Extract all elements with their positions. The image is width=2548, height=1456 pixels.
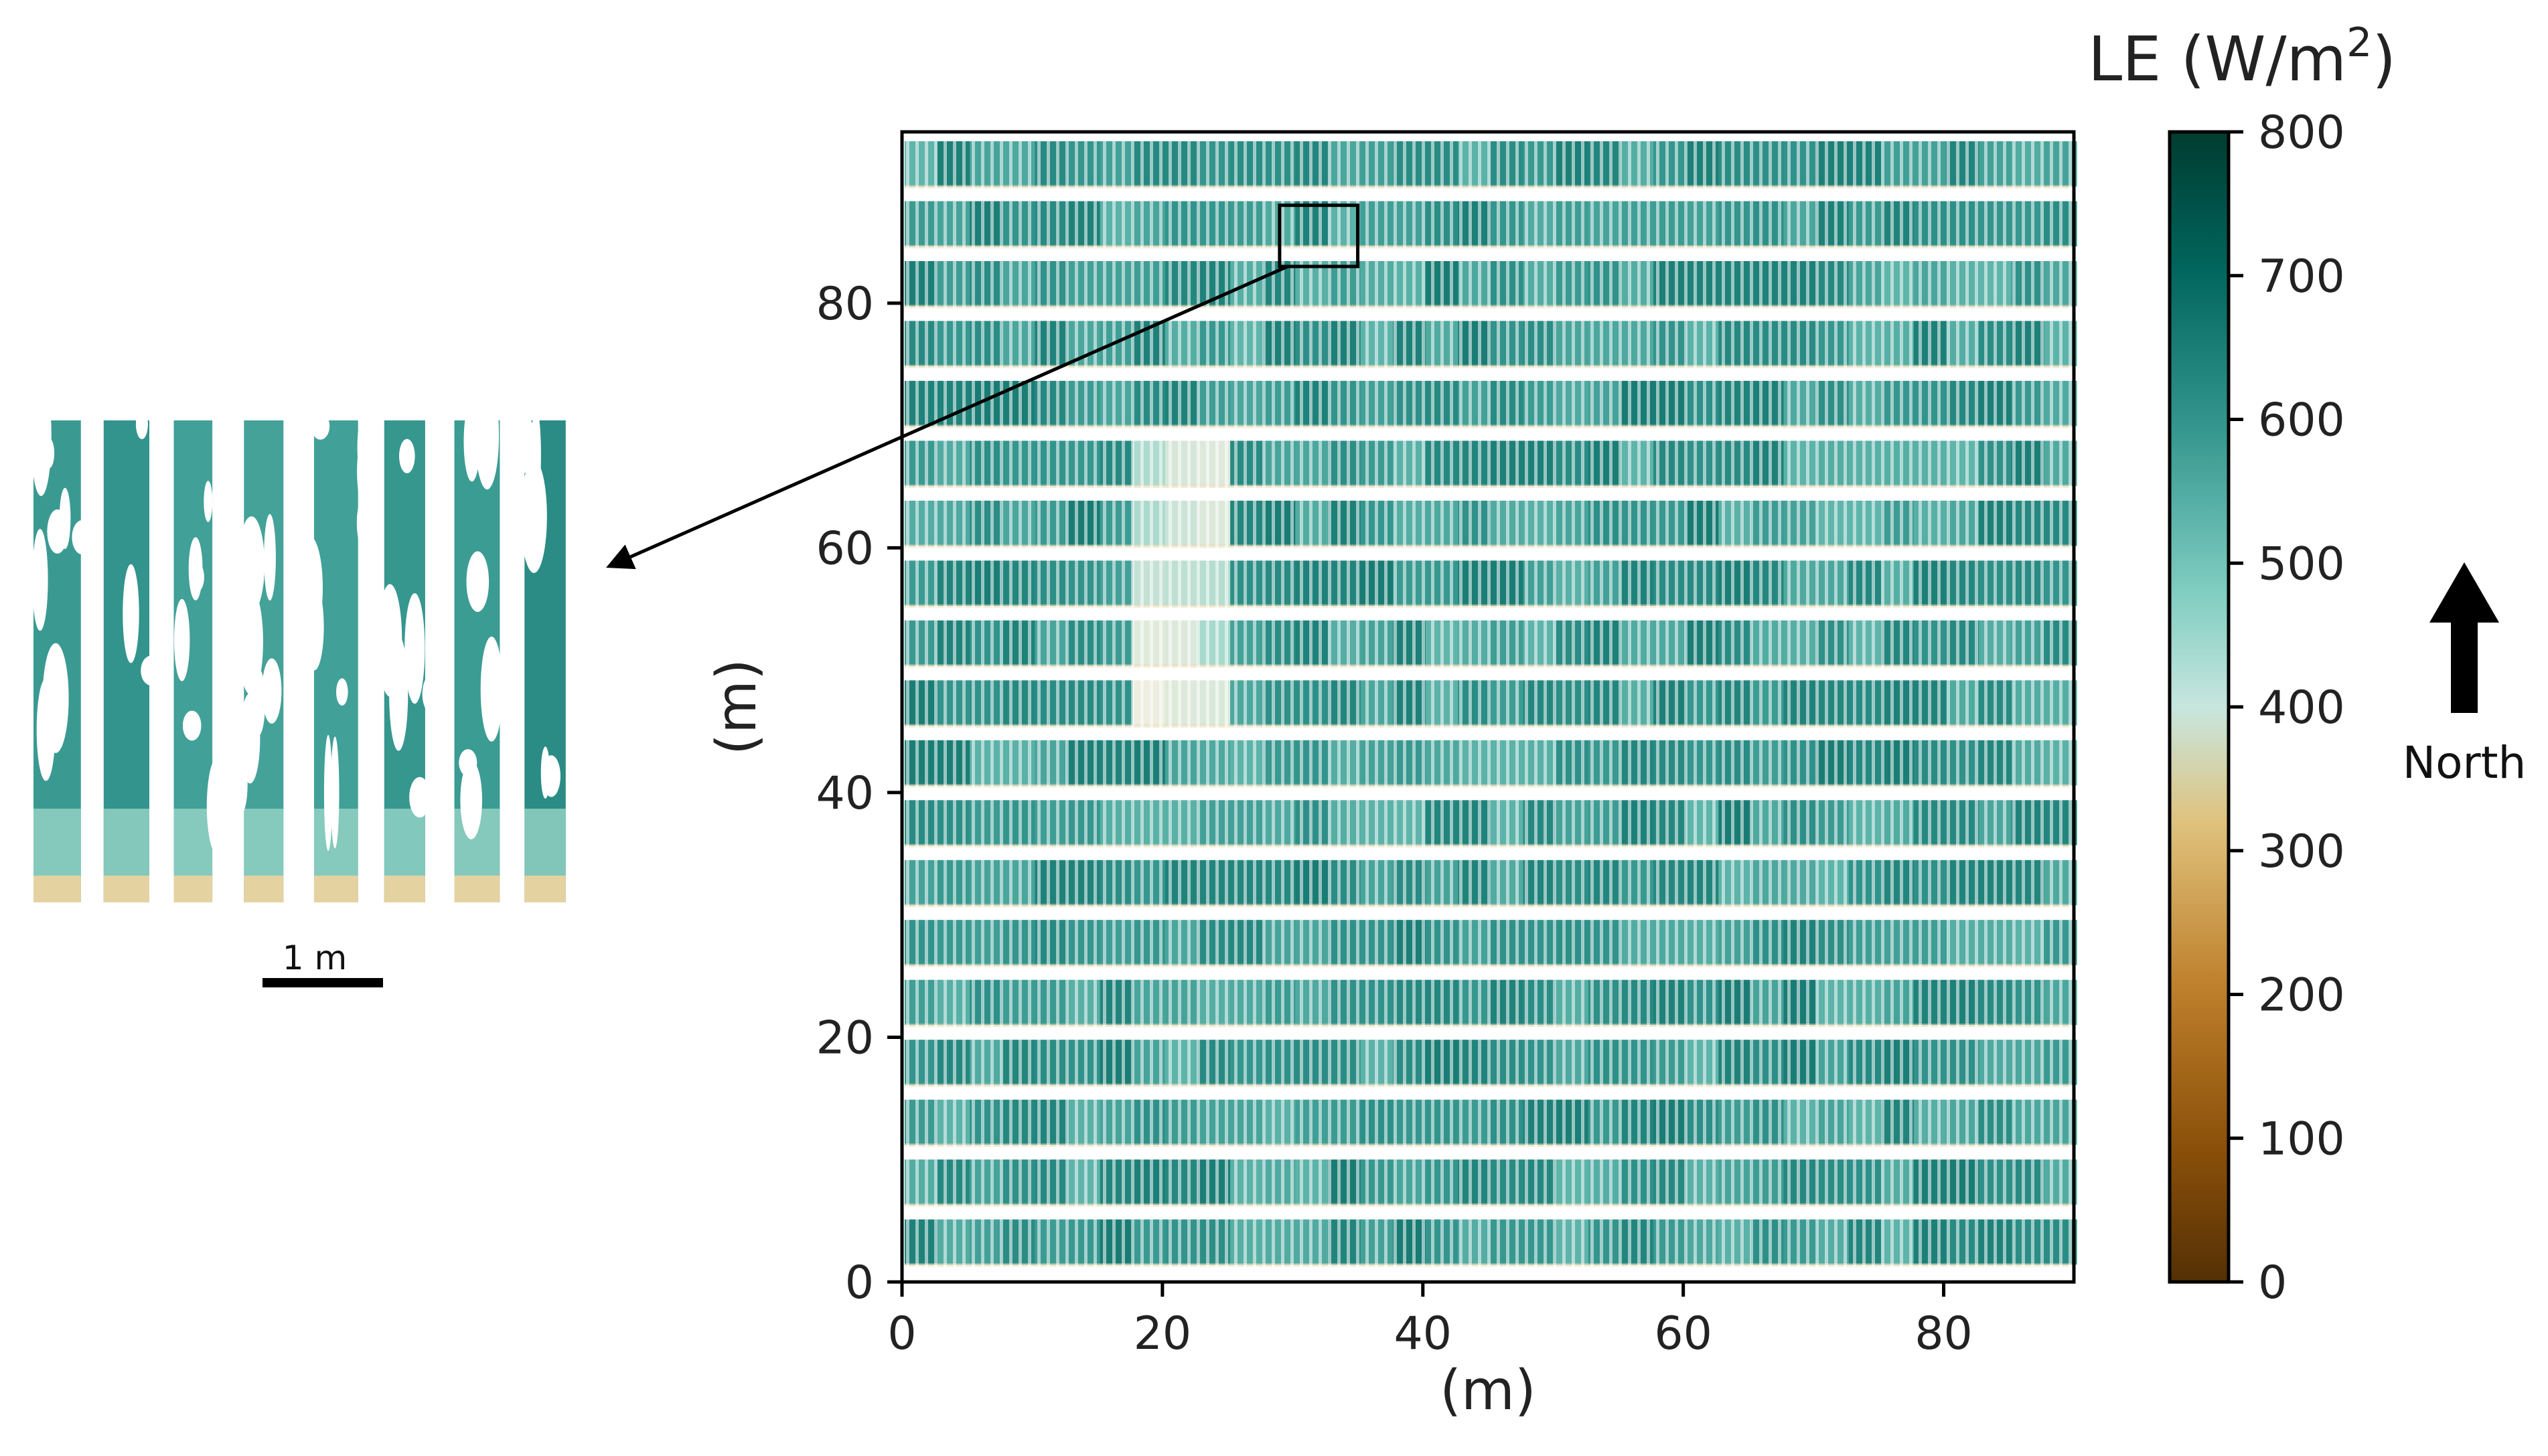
inset-crop-row-edge (33, 876, 81, 902)
inset-gap (460, 760, 482, 839)
inset-gap (204, 481, 213, 522)
inset-gap (153, 526, 173, 632)
inset-gap (295, 659, 310, 766)
inset-gap (336, 678, 348, 706)
x-tick-label: 80 (1915, 1307, 1973, 1360)
plot-frame (900, 130, 2076, 1284)
inset-gap (423, 684, 443, 712)
inset-gap (32, 529, 48, 631)
colorbar-title: LE (W/m2) (2088, 19, 2396, 95)
y-tick-label: 20 (816, 1012, 874, 1064)
colorbar-tick-label: 200 (2258, 969, 2345, 1022)
inset-gap (311, 412, 330, 440)
inset-gap (389, 636, 408, 751)
inset-gap (475, 381, 500, 490)
colorbar-tick-label: 0 (2258, 1257, 2287, 1309)
colorbar-tick-label: 500 (2258, 538, 2345, 590)
x-axis-label: (m) (1440, 1359, 1536, 1423)
x-tick-label: 20 (1134, 1307, 1192, 1360)
y-axis-ticks: 0 20 40 60 80 (816, 278, 902, 1309)
inset-gap (206, 758, 228, 854)
inset-crop-row-edge (103, 876, 149, 902)
inset-gap (264, 513, 276, 601)
inset-crop-row-edge (244, 876, 284, 902)
inset-gap (530, 408, 541, 503)
inset-gap (238, 588, 263, 696)
inset-gap (192, 563, 204, 591)
north-arrow-icon (2429, 562, 2499, 713)
inset-crop-row-edge (384, 876, 425, 902)
inset-zoom-image (31, 377, 566, 902)
inset-gap (174, 598, 190, 681)
inset-crop-row-edge (314, 876, 358, 902)
inset-gap (182, 710, 202, 741)
inset-gap (31, 377, 52, 497)
inset-gap (297, 596, 307, 678)
inset-gap (72, 520, 92, 555)
y-axis-label: (m) (705, 659, 769, 755)
inset-gap (404, 593, 425, 704)
inset-gap (232, 579, 246, 621)
inset-gap (323, 734, 333, 852)
inset-gap (357, 412, 372, 483)
zoom-box (1278, 204, 1360, 268)
colorbar (2168, 130, 2231, 1284)
x-tick-label: 0 (887, 1307, 916, 1360)
colorbar-tick-label: 600 (2258, 394, 2345, 447)
inset-crop-row-edge (173, 876, 213, 902)
inset-gap (141, 655, 161, 685)
colorbar-ticks: 0 100 200 300 400 500 600 700 800 (2229, 106, 2345, 1309)
x-tick-label: 60 (1654, 1307, 1712, 1360)
inset-gap (466, 551, 490, 613)
inset-gap (135, 408, 148, 440)
inset-scale-label: 1 m (283, 939, 347, 977)
inset-gap (540, 746, 550, 799)
inset-gap (232, 753, 248, 816)
inset-gap (42, 643, 69, 753)
colorbar-tick-label: 300 (2258, 825, 2345, 878)
inset-gap (240, 693, 260, 784)
inset-gap (300, 773, 312, 848)
north-label: North (2403, 737, 2527, 789)
inset-gap (520, 459, 547, 573)
colorbar-tick-label: 100 (2258, 1113, 2345, 1165)
y-tick-label: 80 (816, 278, 874, 331)
inset-gap (480, 636, 503, 742)
inset-gap (59, 487, 71, 550)
inset-gap (330, 736, 340, 849)
inset-crop-row-edge (524, 876, 566, 902)
heatmap-image (902, 132, 2077, 1282)
inset-crop-row-edge (454, 876, 500, 902)
inset-gap (409, 777, 431, 818)
y-tick-label: 0 (845, 1257, 874, 1309)
inset-gap (290, 477, 309, 513)
x-tick-label: 40 (1394, 1307, 1452, 1360)
y-tick-label: 60 (816, 522, 874, 575)
inset-gap (512, 412, 535, 473)
colorbar-tick-label: 400 (2258, 681, 2345, 734)
crop-row-stripes (902, 132, 2074, 1282)
x-axis-ticks: 0 20 40 60 80 (887, 1282, 1973, 1360)
colorbar-tick-label: 800 (2258, 106, 2345, 159)
inset-gap (262, 658, 282, 724)
zoom-arrow-head (606, 544, 636, 570)
inset-gap (123, 564, 139, 663)
zoom-arrow (629, 264, 1288, 559)
colorbar-tick-label: 700 (2258, 250, 2345, 303)
inset-gap (399, 438, 415, 473)
inset-gap (356, 493, 377, 553)
inset-gap (159, 606, 169, 718)
y-tick-label: 40 (816, 767, 874, 820)
